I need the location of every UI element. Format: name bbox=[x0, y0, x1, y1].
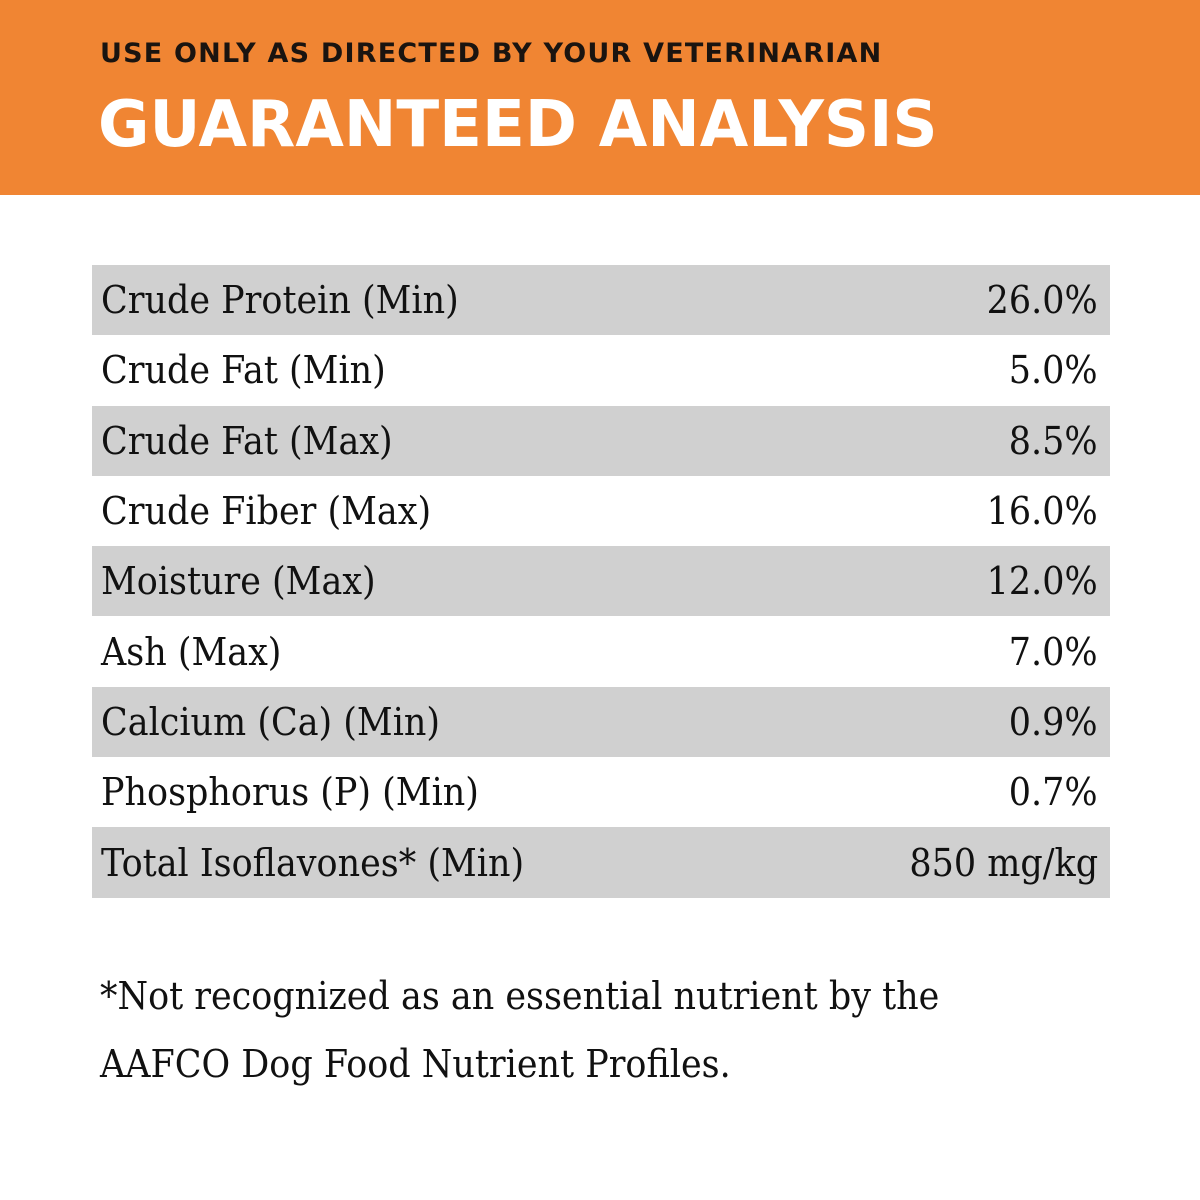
nutrient-label: Moisture (Max) bbox=[101, 559, 376, 604]
table-row: Crude Fat (Min) 5.0% bbox=[92, 335, 1110, 405]
page-title: GUARANTEED ANALYSIS bbox=[98, 88, 938, 162]
nutrient-value: 7.0% bbox=[1009, 629, 1098, 674]
nutrient-value: 8.5% bbox=[1009, 418, 1098, 463]
header-banner: USE ONLY AS DIRECTED BY YOUR VETERINARIA… bbox=[0, 0, 1200, 195]
usage-notice: USE ONLY AS DIRECTED BY YOUR VETERINARIA… bbox=[100, 38, 883, 69]
table-row: Phosphorus (P) (Min) 0.7% bbox=[92, 757, 1110, 827]
footnote-line-2: AAFCO Dog Food Nutrient Profiles. bbox=[100, 1042, 731, 1086]
nutrient-label: Calcium (Ca) (Min) bbox=[101, 699, 441, 744]
table-row: Crude Protein (Min) 26.0% bbox=[92, 265, 1110, 336]
nutrient-label: Total Isoflavones* (Min) bbox=[101, 840, 525, 885]
nutrient-label: Crude Fiber (Max) bbox=[101, 489, 432, 534]
table-row: Calcium (Ca) (Min) 0.9% bbox=[92, 686, 1110, 758]
nutrient-value: 26.0% bbox=[986, 278, 1098, 323]
table-row: Total Isoflavones* (Min) 850 mg/kg bbox=[92, 827, 1110, 898]
nutrient-label: Ash (Max) bbox=[101, 629, 282, 674]
nutrient-label: Phosphorus (P) (Min) bbox=[101, 770, 479, 815]
guaranteed-analysis-table: Crude Protein (Min) 26.0% Crude Fat (Min… bbox=[92, 265, 1110, 898]
table-row: Ash (Max) 7.0% bbox=[92, 616, 1110, 686]
nutrient-value: 5.0% bbox=[1009, 348, 1098, 393]
nutrient-value: 850 mg/kg bbox=[909, 840, 1098, 885]
table-row: Crude Fat (Max) 8.5% bbox=[92, 405, 1110, 476]
nutrient-value: 16.0% bbox=[986, 489, 1098, 534]
nutrient-value: 12.0% bbox=[986, 559, 1098, 604]
nutrient-value: 0.7% bbox=[1009, 770, 1098, 815]
nutrient-label: Crude Protein (Min) bbox=[101, 278, 459, 323]
footnote-line-1: *Not recognized as an essential nutrient… bbox=[100, 974, 940, 1018]
footnote: *Not recognized as an essential nutrient… bbox=[100, 970, 1100, 1106]
table-row: Moisture (Max) 12.0% bbox=[92, 546, 1110, 617]
nutrient-label: Crude Fat (Min) bbox=[101, 348, 386, 393]
nutrient-value: 0.9% bbox=[1009, 699, 1098, 744]
nutrient-label: Crude Fat (Max) bbox=[101, 418, 393, 463]
table-row: Crude Fiber (Max) 16.0% bbox=[92, 476, 1110, 546]
